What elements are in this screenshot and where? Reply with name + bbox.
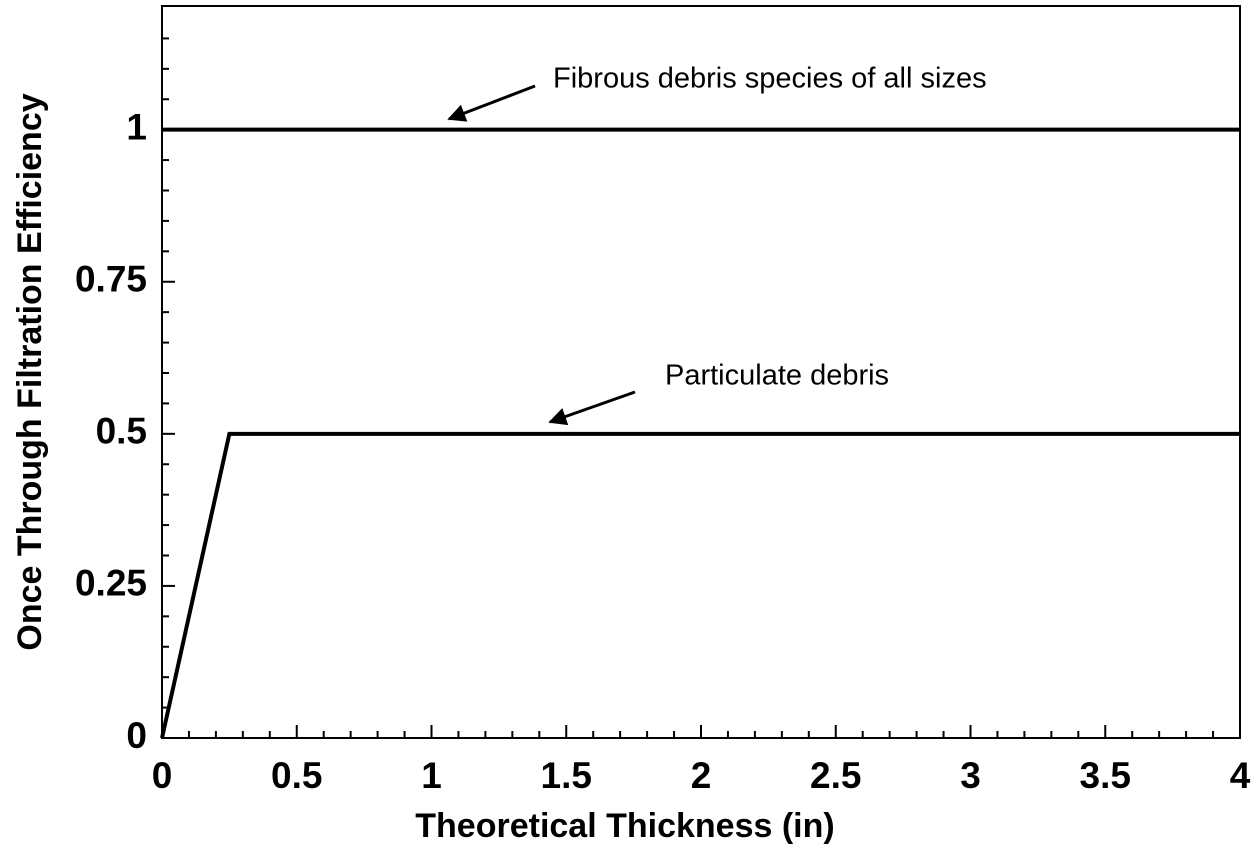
y-tick-label: 0.25 bbox=[75, 563, 147, 604]
y-axis-label: Once Through Filtration Efficiency bbox=[11, 93, 49, 650]
x-tick-label: 1.5 bbox=[541, 755, 592, 796]
x-tick-label: 2 bbox=[691, 755, 712, 796]
annotation: Particulate debris bbox=[665, 360, 889, 392]
annotation-arrow bbox=[548, 390, 636, 426]
x-axis-label: Theoretical Thickness (in) bbox=[415, 807, 834, 845]
annotation-arrow bbox=[447, 84, 536, 122]
series-line bbox=[160, 431, 1240, 739]
annotation: Fibrous debris species of all sizes bbox=[553, 63, 987, 95]
y-tick-label: 0 bbox=[126, 715, 147, 756]
x-tick-label: 0.5 bbox=[271, 755, 322, 796]
x-tick-label: 2.5 bbox=[810, 755, 861, 796]
x-tick-label: 4 bbox=[1230, 755, 1251, 796]
y-tick-label: 1 bbox=[126, 106, 147, 147]
x-tick-label: 0 bbox=[152, 755, 173, 796]
x-tick-label: 3 bbox=[960, 755, 981, 796]
y-tick-label: 0.5 bbox=[96, 411, 147, 452]
y-tick-label: 0.75 bbox=[75, 259, 147, 300]
x-tick-label: 1 bbox=[421, 755, 442, 796]
x-tick-label: 3.5 bbox=[1080, 755, 1131, 796]
